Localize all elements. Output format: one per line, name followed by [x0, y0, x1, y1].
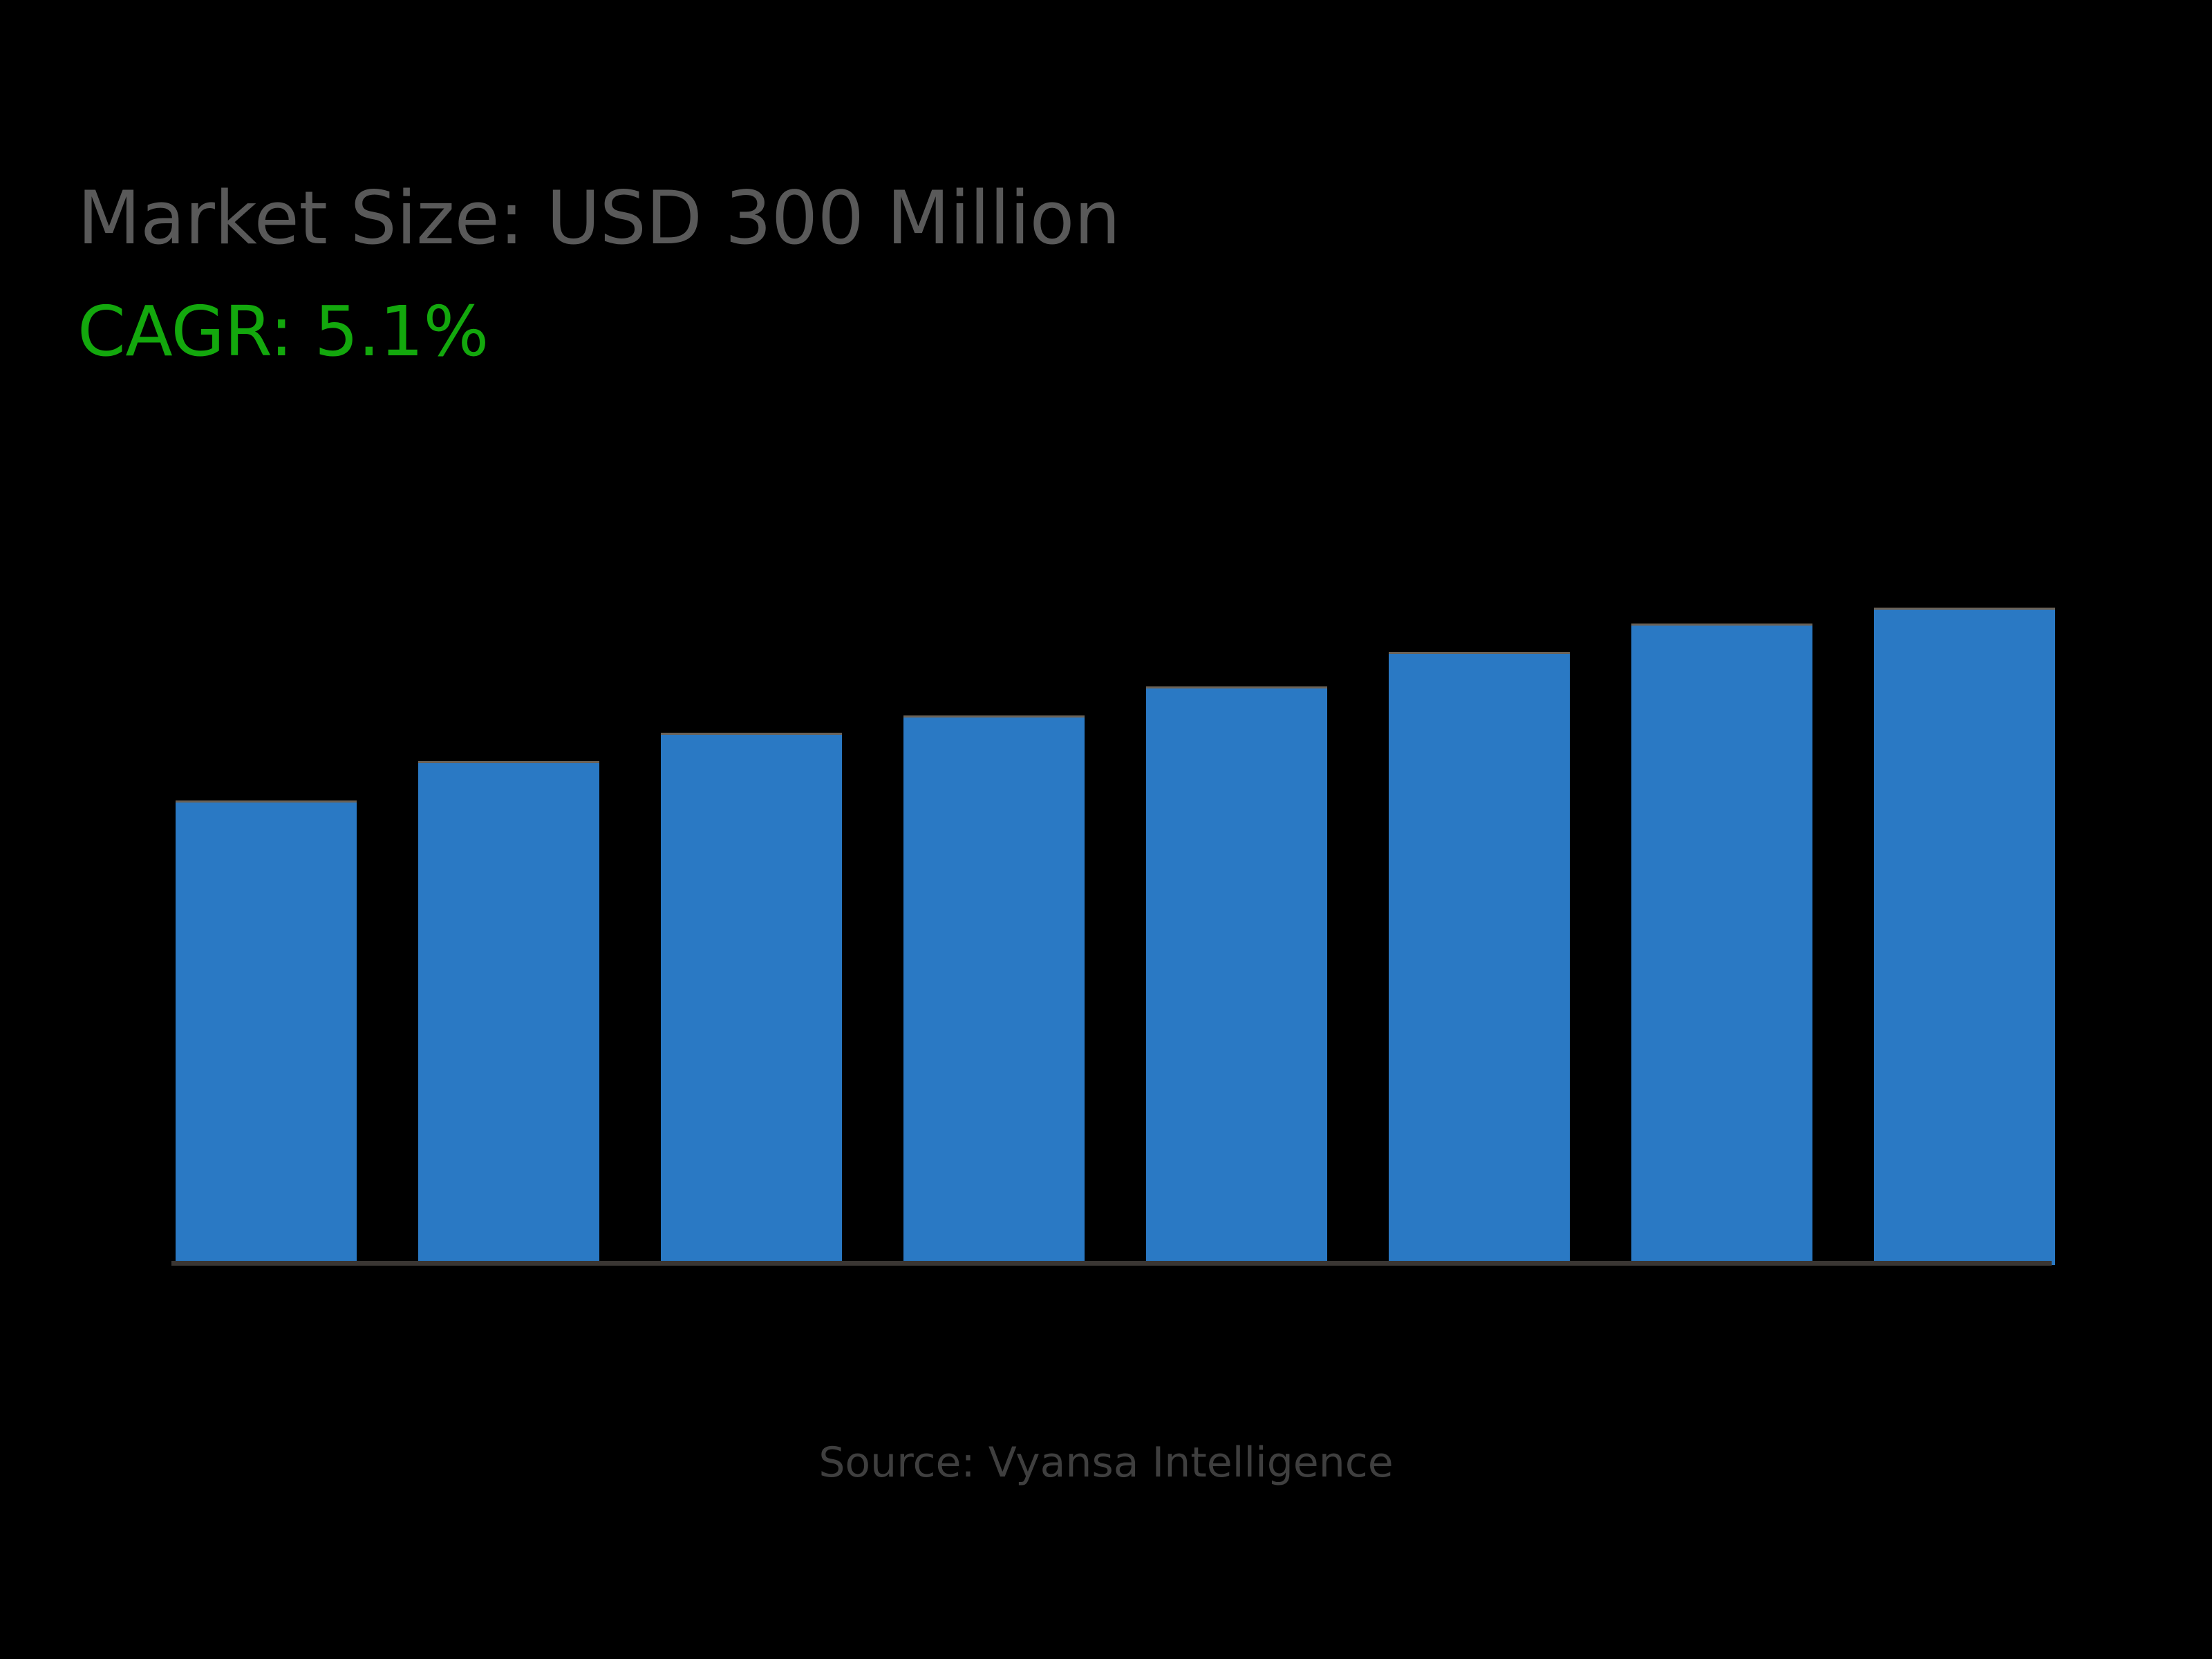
bar-4: [903, 715, 1085, 1265]
bar-3: [661, 733, 842, 1265]
header-block: Market Size: USD 300 Million CAGR: 5.1%: [77, 174, 1875, 372]
cagr-value: CAGR: 5.1%: [77, 291, 489, 372]
bar-1: [176, 800, 357, 1265]
bar-6: [1389, 651, 1570, 1265]
page-title: Market Size: USD 300 Million: [77, 176, 1121, 261]
chart-baseline-axis: [171, 1261, 2052, 1266]
bar-5: [1146, 686, 1327, 1265]
source-caption: Source: Vyansa Intelligence: [818, 1438, 1394, 1487]
bar-8: [1874, 607, 2055, 1265]
bars-container: [176, 594, 2055, 1265]
bar-2: [418, 761, 599, 1265]
bar-7: [1631, 624, 1812, 1265]
